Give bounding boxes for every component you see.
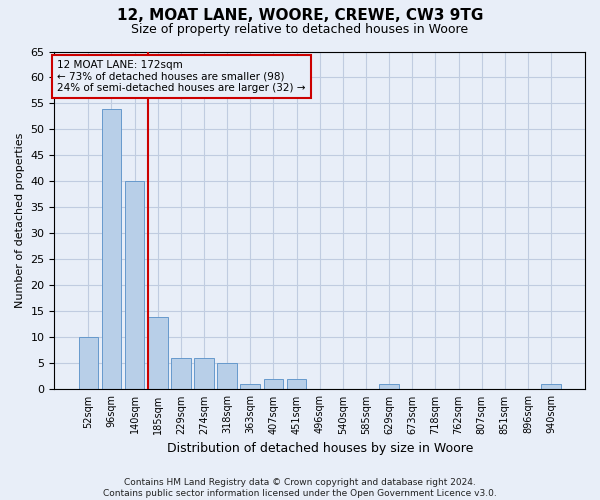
Bar <box>287 379 307 390</box>
Bar <box>263 379 283 390</box>
Y-axis label: Number of detached properties: Number of detached properties <box>15 133 25 308</box>
Bar <box>379 384 399 390</box>
Text: Contains HM Land Registry data © Crown copyright and database right 2024.
Contai: Contains HM Land Registry data © Crown c… <box>103 478 497 498</box>
Bar <box>541 384 561 390</box>
Bar <box>217 364 237 390</box>
X-axis label: Distribution of detached houses by size in Woore: Distribution of detached houses by size … <box>167 442 473 455</box>
Bar <box>194 358 214 390</box>
Text: 12 MOAT LANE: 172sqm
← 73% of detached houses are smaller (98)
24% of semi-detac: 12 MOAT LANE: 172sqm ← 73% of detached h… <box>57 60 305 93</box>
Text: Size of property relative to detached houses in Woore: Size of property relative to detached ho… <box>131 22 469 36</box>
Bar <box>241 384 260 390</box>
Bar <box>125 182 145 390</box>
Text: 12, MOAT LANE, WOORE, CREWE, CW3 9TG: 12, MOAT LANE, WOORE, CREWE, CW3 9TG <box>117 8 483 22</box>
Bar <box>171 358 191 390</box>
Bar <box>79 338 98 390</box>
Bar <box>148 316 167 390</box>
Bar <box>101 108 121 390</box>
